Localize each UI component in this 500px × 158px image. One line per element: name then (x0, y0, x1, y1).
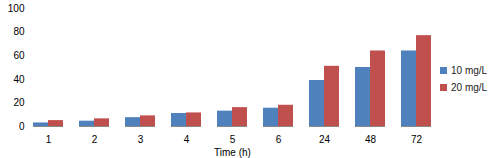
svg-text:24: 24 (319, 134, 331, 145)
svg-text:2: 2 (92, 134, 98, 145)
svg-text:5: 5 (230, 134, 236, 145)
svg-text:Time (h): Time (h) (214, 147, 251, 158)
svg-text:3: 3 (138, 134, 144, 145)
svg-text:100: 100 (8, 3, 25, 14)
svg-text:60: 60 (13, 50, 25, 61)
svg-text:4: 4 (184, 134, 190, 145)
svg-text:72: 72 (411, 134, 423, 145)
svg-text:1: 1 (46, 134, 52, 145)
html-text:20 mg/L: 20 mg/L (451, 82, 488, 93)
svg-text:80: 80 (13, 26, 25, 37)
svg-text:48: 48 (365, 134, 377, 145)
html-text:10 mg/L: 10 mg/L (451, 65, 488, 76)
svg-text:6: 6 (276, 134, 282, 145)
svg-text:40: 40 (13, 74, 25, 85)
svg-text:20: 20 (13, 97, 25, 108)
svg-text:0: 0 (19, 121, 25, 132)
